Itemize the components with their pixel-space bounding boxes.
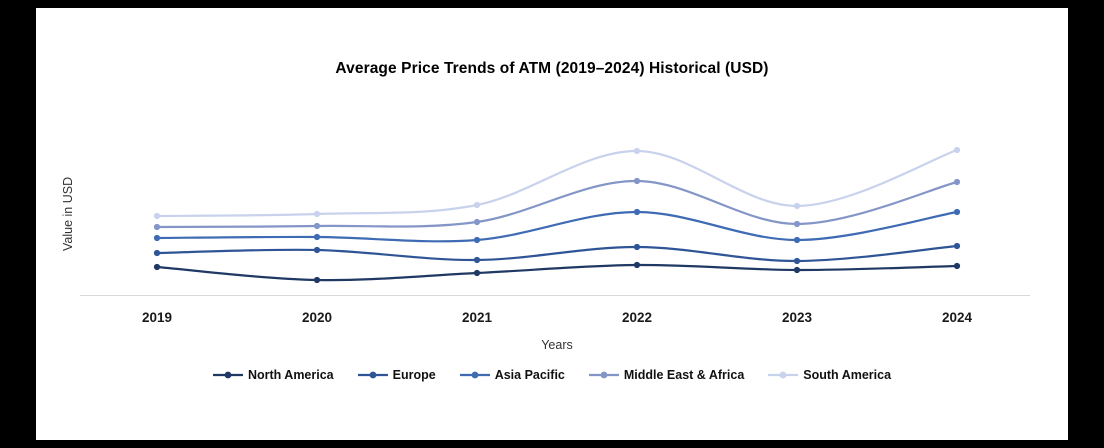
data-point (793, 202, 801, 210)
chart-frame: Average Price Trends of ATM (2019–2024) … (36, 8, 1068, 440)
legend: North America Europe Asia Pacific Middle Ea… (36, 368, 1068, 382)
data-point (153, 212, 161, 220)
legend-label: South America (803, 368, 892, 382)
x-tick-label: 2023 (781, 310, 813, 325)
data-point (313, 210, 321, 218)
data-point (313, 276, 321, 284)
data-point (793, 266, 801, 274)
data-point (633, 177, 641, 185)
data-point (793, 236, 801, 244)
legend-item: Middle East & Africa (588, 368, 745, 382)
line-chart: Average Price Trends of ATM (2019–2024) … (36, 8, 1068, 440)
legend-item: Europe (357, 368, 436, 382)
data-point (953, 208, 961, 216)
data-point (313, 233, 321, 241)
data-point (633, 261, 641, 269)
x-tick-label: 2022 (621, 310, 653, 325)
data-point (953, 262, 961, 270)
data-point (153, 263, 161, 271)
data-point (153, 223, 161, 231)
series-line (155, 244, 959, 263)
legend-label: Middle East & Africa (623, 368, 745, 382)
series-line (155, 263, 959, 282)
data-point (953, 146, 961, 154)
data-point (633, 208, 641, 216)
series-line (155, 179, 959, 229)
legend-marker-icon (357, 371, 388, 379)
data-point (633, 243, 641, 251)
data-point (793, 257, 801, 265)
data-point (313, 246, 321, 254)
legend-label: Europe (392, 368, 436, 382)
data-point (153, 249, 161, 257)
legend-marker-icon (459, 371, 490, 379)
data-point (313, 222, 321, 230)
data-point (473, 201, 481, 209)
data-point (473, 256, 481, 264)
data-point (793, 220, 801, 228)
x-tick-label: 2019 (141, 310, 173, 325)
legend-label: Asia Pacific (494, 368, 565, 382)
x-tick-label: 2024 (941, 310, 973, 325)
data-point (953, 178, 961, 186)
legend-item: North America (212, 368, 334, 382)
chart-title: Average Price Trends of ATM (2019–2024) … (335, 60, 769, 77)
x-tick-label: 2020 (301, 310, 333, 325)
plot-area (80, 146, 1030, 296)
legend-item: Asia Pacific (459, 368, 565, 382)
series-line (155, 210, 959, 243)
legend-marker-icon (588, 371, 619, 379)
legend-label: North America (247, 368, 334, 382)
legend-item: South America (768, 368, 891, 382)
data-point (473, 236, 481, 244)
legend-marker-icon (212, 371, 243, 379)
data-point (473, 269, 481, 277)
x-tick-label: 2021 (461, 310, 493, 325)
data-point (953, 242, 961, 250)
data-point (633, 147, 641, 155)
x-axis-label: Years (541, 338, 573, 352)
data-point (473, 218, 481, 226)
series-line (155, 148, 959, 218)
legend-marker-icon (768, 371, 799, 379)
data-point (153, 234, 161, 242)
